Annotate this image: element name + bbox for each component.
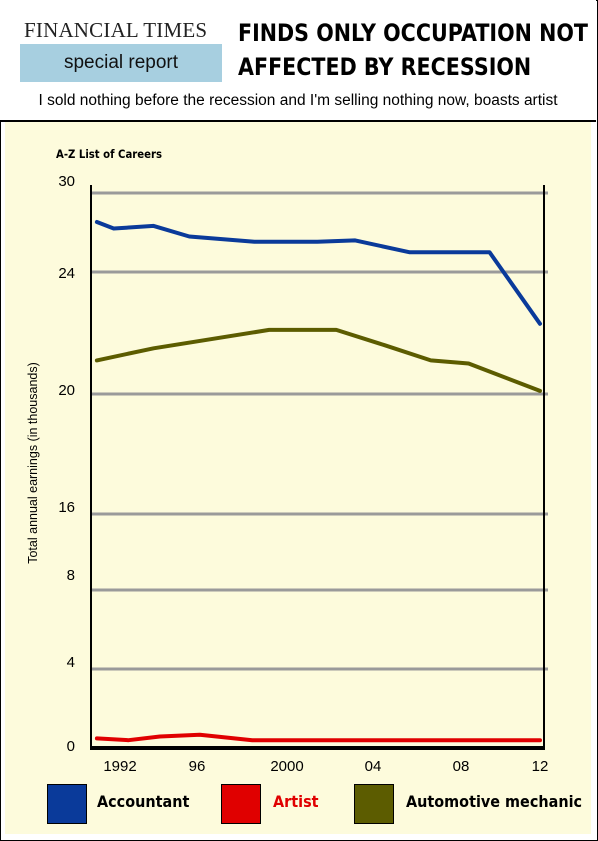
x-tick-label: 04 xyxy=(365,758,382,775)
grid-lines xyxy=(91,191,548,671)
legend-swatch-accountant xyxy=(47,784,87,824)
x-tick-label: 12 xyxy=(532,758,549,775)
y-tick-label: 8 xyxy=(67,567,75,584)
series-lines xyxy=(94,220,542,743)
legend-label-automotive-mechanic: Automotive mechanic xyxy=(406,792,583,811)
y-tick-label: 16 xyxy=(58,499,75,516)
y-tick-label: 20 xyxy=(58,382,75,399)
x-tick-label: 1992 xyxy=(103,758,136,775)
x-tick-label: 08 xyxy=(453,758,470,775)
y-tick-label: 4 xyxy=(67,654,75,671)
legend-label-accountant: Accountant xyxy=(97,792,190,811)
section-badge: special report xyxy=(20,44,222,82)
x-tick-label: 2000 xyxy=(270,758,303,775)
headline: FINDS ONLY OCCUPATION NOT AFFECTED BY RE… xyxy=(238,16,588,84)
subheadline: I sold nothing before the recession and … xyxy=(38,92,558,109)
legend-swatch-automotive-mechanic xyxy=(354,784,394,824)
masthead: FINANCIAL TIMES xyxy=(24,18,208,42)
legend-label-artist: Artist xyxy=(273,792,319,811)
x-tick-label: 96 xyxy=(189,758,206,775)
y-tick-label: 30 xyxy=(58,173,75,190)
accountant-line xyxy=(94,220,542,326)
artist-line xyxy=(94,732,542,743)
header: FINANCIAL TIMES special report FINDS ONL… xyxy=(0,0,596,122)
automotive-mechanic-line xyxy=(94,327,542,393)
headline-line-2: AFFECTED BY RECESSION xyxy=(238,53,532,81)
headline-line-1: FINDS ONLY OCCUPATION NOT xyxy=(238,19,588,47)
chart-title: A-Z List of Careers xyxy=(56,147,162,161)
legend-swatch-artist xyxy=(221,784,261,824)
y-axis-label: Total annual earnings (in thousands) xyxy=(26,362,40,564)
y-tick-label: 24 xyxy=(58,265,75,282)
axes xyxy=(90,185,545,750)
y-tick-label: 0 xyxy=(67,738,75,755)
